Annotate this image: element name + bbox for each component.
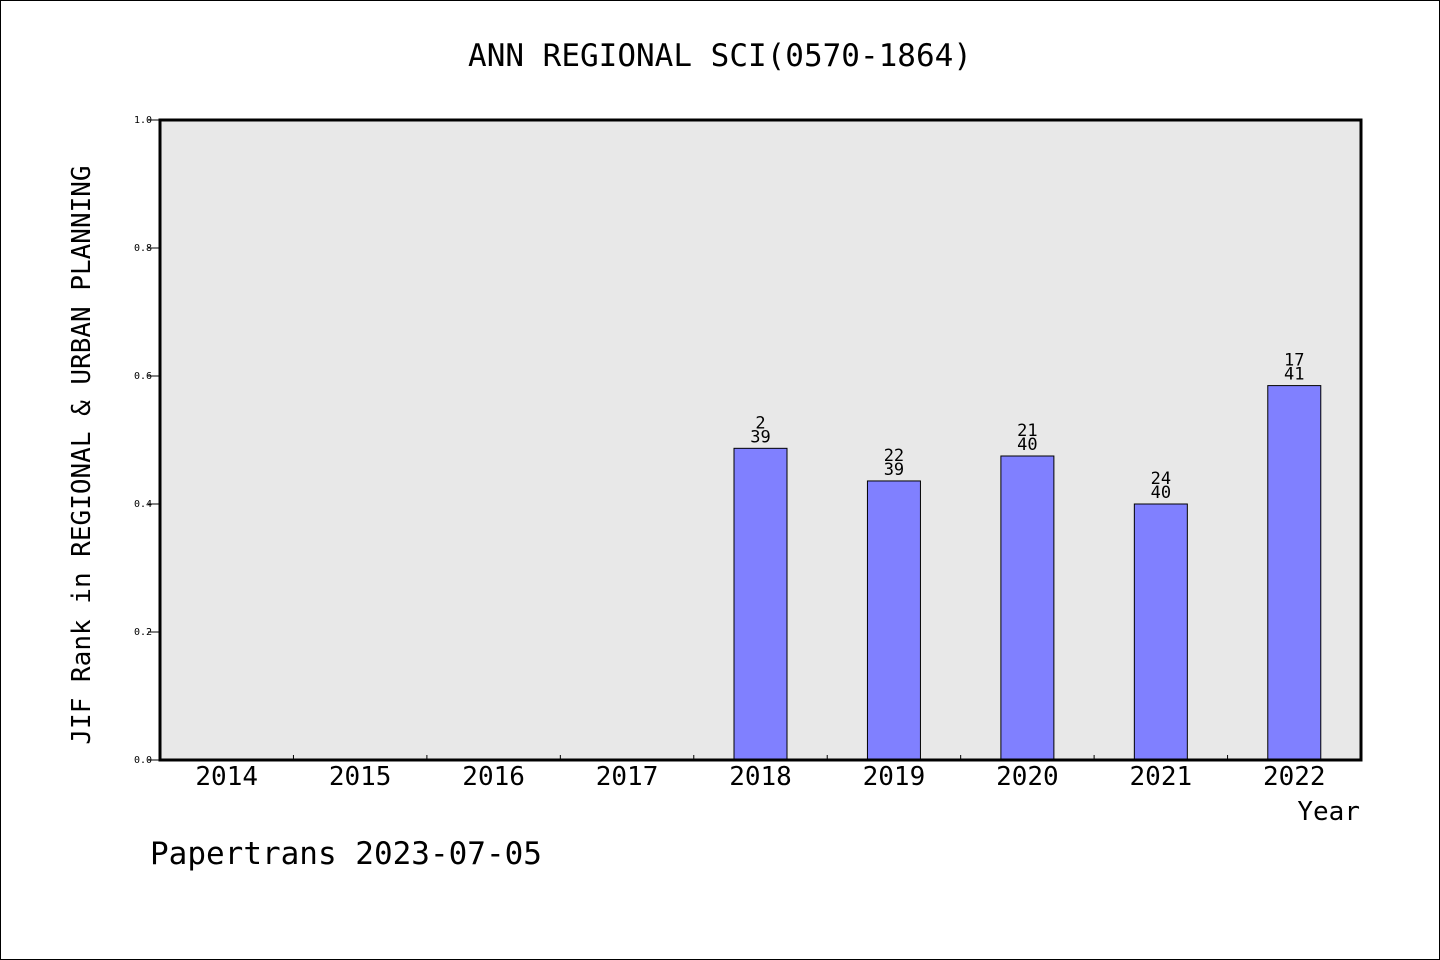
- plot-area: [158, 118, 1363, 762]
- y-axis-label: JIF Rank in REGIONAL & URBAN PLANNING: [67, 165, 97, 744]
- x-tick-label: 2017: [596, 762, 659, 792]
- bar-total-label: 40: [1017, 435, 1037, 455]
- x-tick-label: 2020: [996, 762, 1059, 792]
- footer-credit: Papertrans 2023-07-05: [150, 836, 542, 872]
- bar-rank-label: 17: [1284, 351, 1304, 371]
- bar-total-label: 41: [1284, 365, 1304, 385]
- y-tick-label: 0.4: [134, 499, 152, 510]
- x-axis-label: Year: [1297, 797, 1360, 827]
- bar-2022: [1267, 385, 1322, 761]
- y-tick-label: 0.2: [134, 627, 152, 638]
- x-tick-label: 2021: [1130, 762, 1193, 792]
- bar-rank-label: 2: [755, 413, 765, 433]
- bar-rank-label: 21: [1017, 421, 1037, 441]
- y-tick-label: 0.0: [134, 755, 152, 766]
- chart-title: ANN REGIONAL SCI(0570-1864): [468, 38, 972, 74]
- x-tick-label: 2022: [1263, 762, 1326, 792]
- y-tick-label: 1.0: [134, 115, 152, 126]
- x-axis: 2014 2015 2016 2017 2018 2019 2020 2021 2022: [195, 755, 1326, 792]
- y-axis: 0.0 0.2 0.4 0.6 0.8 1.0: [134, 115, 160, 766]
- x-tick-label: 2014: [195, 762, 258, 792]
- x-tick-label: 2019: [863, 762, 926, 792]
- x-tick-label: 2015: [329, 762, 392, 792]
- bars-group: [733, 385, 1322, 761]
- bar-2018: [733, 447, 788, 761]
- bar-total-label: 40: [1151, 483, 1171, 503]
- y-tick-label: 0.8: [134, 243, 152, 254]
- bar-2020: [1000, 455, 1055, 761]
- bar-total-label: 39: [884, 460, 904, 480]
- bar-2021: [1133, 503, 1188, 761]
- bar-rank-label: 24: [1151, 469, 1171, 489]
- plot-border: [158, 118, 1363, 762]
- bar-rank-label: 22: [884, 446, 904, 466]
- bar-total-label: 39: [750, 427, 770, 447]
- bar-2019: [866, 480, 921, 761]
- x-tick-label: 2016: [462, 762, 525, 792]
- y-tick-label: 0.6: [134, 371, 152, 382]
- x-tick-label: 2018: [729, 762, 792, 792]
